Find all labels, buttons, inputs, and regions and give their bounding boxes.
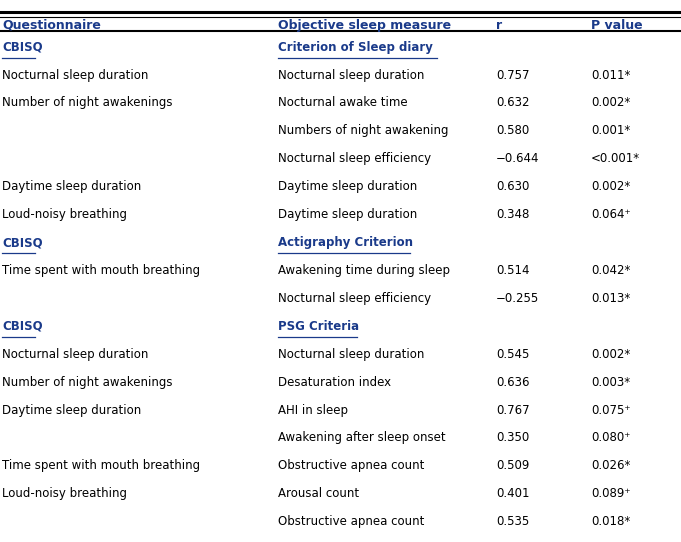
Text: 0.757: 0.757 [496, 69, 529, 81]
Text: 0.514: 0.514 [496, 264, 529, 277]
Text: 0.767: 0.767 [496, 403, 529, 416]
Text: CBISQ: CBISQ [2, 320, 43, 333]
Text: Number of night awakenings: Number of night awakenings [2, 376, 172, 389]
Text: Nocturnal sleep duration: Nocturnal sleep duration [2, 348, 148, 360]
Text: Nocturnal awake time: Nocturnal awake time [278, 96, 407, 109]
Text: Nocturnal sleep efficiency: Nocturnal sleep efficiency [278, 152, 431, 165]
Text: 0.042*: 0.042* [591, 264, 631, 277]
Text: Nocturnal sleep duration: Nocturnal sleep duration [278, 69, 424, 81]
Text: 0.064⁺: 0.064⁺ [591, 208, 631, 221]
Text: 0.630: 0.630 [496, 180, 529, 193]
Text: 0.075⁺: 0.075⁺ [591, 403, 631, 416]
Text: 0.001*: 0.001* [591, 124, 631, 137]
Text: Questionnaire: Questionnaire [2, 19, 101, 32]
Text: 0.002*: 0.002* [591, 96, 631, 109]
Text: Desaturation index: Desaturation index [278, 376, 391, 389]
Text: Loud-noisy breathing: Loud-noisy breathing [2, 208, 127, 221]
Text: 0.002*: 0.002* [591, 348, 631, 360]
Text: <0.001*: <0.001* [591, 152, 640, 165]
Text: Arousal count: Arousal count [278, 487, 359, 500]
Text: −0.644: −0.644 [496, 152, 539, 165]
Text: 0.026*: 0.026* [591, 459, 631, 472]
Text: 0.003*: 0.003* [591, 376, 630, 389]
Text: Nocturnal sleep duration: Nocturnal sleep duration [278, 348, 424, 360]
Text: 0.535: 0.535 [496, 515, 529, 528]
Text: Daytime sleep duration: Daytime sleep duration [278, 180, 417, 193]
Text: 0.018*: 0.018* [591, 515, 631, 528]
Text: Awakening time during sleep: Awakening time during sleep [278, 264, 450, 277]
Text: Numbers of night awakening: Numbers of night awakening [278, 124, 448, 137]
Text: 0.632: 0.632 [496, 96, 529, 109]
Text: Objective sleep measure: Objective sleep measure [278, 19, 451, 32]
Text: Time spent with mouth breathing: Time spent with mouth breathing [2, 459, 200, 472]
Text: Daytime sleep duration: Daytime sleep duration [2, 403, 141, 416]
Text: CBISQ: CBISQ [2, 41, 43, 54]
Text: Obstructive apnea count: Obstructive apnea count [278, 459, 424, 472]
Text: 0.080⁺: 0.080⁺ [591, 431, 631, 444]
Text: −0.255: −0.255 [496, 292, 539, 305]
Text: Nocturnal sleep efficiency: Nocturnal sleep efficiency [278, 292, 431, 305]
Text: CBISQ: CBISQ [2, 236, 43, 249]
Text: Actigraphy Criterion: Actigraphy Criterion [278, 236, 413, 249]
Text: 0.013*: 0.013* [591, 292, 631, 305]
Text: AHI in sleep: AHI in sleep [278, 403, 348, 416]
Text: 0.580: 0.580 [496, 124, 529, 137]
Text: P value: P value [591, 19, 643, 32]
Text: PSG Criteria: PSG Criteria [278, 320, 359, 333]
Text: Daytime sleep duration: Daytime sleep duration [278, 208, 417, 221]
Text: Time spent with mouth breathing: Time spent with mouth breathing [2, 264, 200, 277]
Text: Nocturnal sleep duration: Nocturnal sleep duration [2, 69, 148, 81]
Text: Obstructive apnea count: Obstructive apnea count [278, 515, 424, 528]
Text: 0.401: 0.401 [496, 487, 529, 500]
Text: 0.348: 0.348 [496, 208, 529, 221]
Text: Number of night awakenings: Number of night awakenings [2, 96, 172, 109]
Text: Daytime sleep duration: Daytime sleep duration [2, 180, 141, 193]
Text: 0.509: 0.509 [496, 459, 529, 472]
Text: 0.002*: 0.002* [591, 180, 631, 193]
Text: 0.089⁺: 0.089⁺ [591, 487, 631, 500]
Text: Awakening after sleep onset: Awakening after sleep onset [278, 431, 445, 444]
Text: 0.636: 0.636 [496, 376, 529, 389]
Text: Criterion of Sleep diary: Criterion of Sleep diary [278, 41, 432, 54]
Text: r: r [496, 19, 502, 32]
Text: 0.545: 0.545 [496, 348, 529, 360]
Text: 0.011*: 0.011* [591, 69, 631, 81]
Text: Loud-noisy breathing: Loud-noisy breathing [2, 487, 127, 500]
Text: 0.350: 0.350 [496, 431, 529, 444]
